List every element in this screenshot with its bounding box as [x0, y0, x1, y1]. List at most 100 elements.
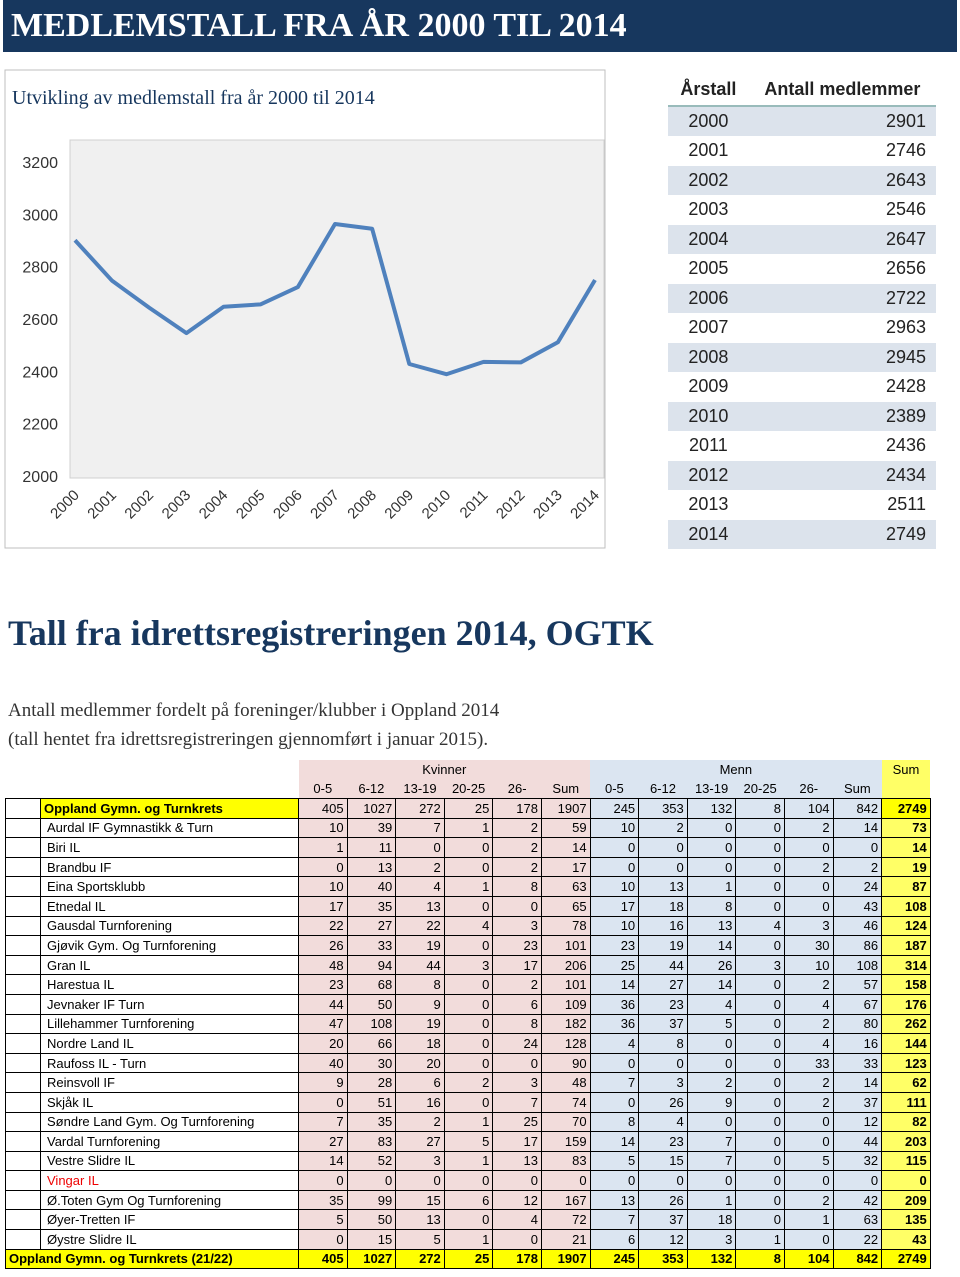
total-cell: 405	[298, 1248, 348, 1270]
count-cell: 37	[638, 1209, 688, 1231]
column-header: 0-5	[298, 779, 348, 799]
count-cell: 10	[589, 915, 640, 937]
count-cell: 0	[298, 1091, 348, 1113]
column-header: Sum	[541, 779, 591, 799]
count-cell: 70	[540, 1111, 591, 1133]
count-cell: 0	[735, 856, 785, 878]
count-cell: 0	[832, 1170, 883, 1191]
count-cell: 0	[783, 1111, 834, 1133]
table-row: 2010 2389	[668, 401, 936, 431]
count-cell: 3	[443, 954, 494, 976]
line	[73, 222, 597, 377]
count-cell: 3	[492, 1072, 542, 1093]
count-cell: 108	[881, 895, 931, 917]
count-cell: 30	[346, 1052, 397, 1074]
count-cell: 16	[638, 915, 688, 937]
y-tick-label: 2600	[22, 312, 58, 329]
table-row: 2011 2436	[668, 431, 936, 461]
plot-area	[69, 139, 605, 479]
table-row: Søndre Land Gym. Og Turnforening 7 35 2 1 25 7…	[5, 1111, 931, 1133]
table-row: Lillehammer Turnforening 47 108 19 0 8 182 36 37…	[5, 1013, 931, 1035]
indent	[5, 1111, 41, 1133]
count-cell: 0	[492, 1052, 542, 1074]
group-header: Kvinner	[298, 760, 591, 779]
value-cell: 2945	[748, 342, 936, 372]
count-cell: 9	[298, 1072, 348, 1093]
count-cell: 123	[881, 1052, 931, 1074]
count-cell: 48	[298, 954, 348, 976]
column-header: 20-25	[735, 779, 785, 799]
count-cell: 2	[492, 974, 542, 995]
count-cell: 0	[492, 1170, 542, 1191]
count-cell: 17	[492, 1131, 542, 1152]
count-cell: 2	[783, 1189, 834, 1211]
count-cell: 0	[492, 895, 542, 917]
count-cell: 2	[783, 1072, 834, 1093]
column-header: 13-19	[395, 779, 445, 799]
count-cell: 0	[638, 1052, 688, 1074]
count-cell: 0	[443, 1091, 494, 1113]
count-cell: 8	[735, 798, 785, 819]
count-cell: 0	[443, 1209, 494, 1231]
total-cell: 25	[443, 1248, 494, 1270]
count-cell: 5	[443, 1131, 494, 1152]
count-cell: 51	[346, 1091, 397, 1113]
count-cell: 27	[298, 1131, 348, 1152]
section-text: Antall medlemmer fordelt på foreninger/k…	[8, 700, 500, 721]
count-cell: 1	[443, 876, 494, 897]
count-cell: 132	[686, 798, 737, 819]
count-cell: 1	[783, 1209, 834, 1231]
count-cell: 115	[881, 1150, 931, 1172]
club-name: Ø.Toten Gym Og Turnforening	[40, 1189, 299, 1211]
indent	[5, 935, 41, 956]
year-cell: 2013	[688, 494, 729, 515]
count-cell: 104	[783, 798, 834, 819]
count-cell: 10	[298, 817, 348, 839]
count-cell: 0	[492, 1229, 542, 1250]
count-cell: 0	[638, 856, 688, 878]
club-name: Harestua IL	[40, 974, 299, 995]
indent	[5, 1013, 41, 1035]
indent	[5, 1052, 41, 1074]
indent	[5, 1189, 41, 1211]
count-cell: 40	[346, 876, 397, 897]
count-cell: 57	[832, 974, 883, 995]
count-cell: 26	[638, 1091, 688, 1113]
count-cell: 3	[735, 954, 785, 976]
count-cell: 0	[443, 856, 494, 878]
count-cell: 17	[298, 895, 348, 917]
value-cell: 2647	[748, 224, 936, 254]
count-cell: 39	[346, 817, 397, 839]
count-cell: 0	[395, 837, 445, 858]
count-cell: 2	[832, 856, 883, 878]
club-name: Raufoss IL - Turn	[40, 1052, 299, 1074]
count-cell: 42	[832, 1189, 883, 1211]
count-cell: 0	[686, 1111, 737, 1133]
count-cell: 14	[686, 935, 737, 956]
club-name: Vingar IL	[40, 1170, 299, 1191]
count-cell: 26	[686, 954, 737, 976]
club-name: Biri IL	[40, 837, 299, 858]
total-cell: 272	[395, 1248, 445, 1270]
count-cell: 72	[540, 1209, 591, 1231]
table-row: 2013 2511	[668, 490, 936, 520]
count-cell: 4	[735, 915, 785, 937]
count-cell: 0	[735, 876, 785, 897]
count-cell: 12	[638, 1229, 688, 1250]
total-cell: 842	[832, 1248, 883, 1270]
count-cell: 24	[832, 876, 883, 897]
indent	[5, 1131, 41, 1152]
count-cell: 87	[881, 876, 931, 897]
column-header: Antall medlemmer	[748, 75, 936, 107]
count-cell: 80	[832, 1013, 883, 1035]
count-cell: 7	[298, 1111, 348, 1133]
count-cell: 50	[346, 993, 397, 1015]
column-header: 6-12	[347, 779, 396, 799]
indent	[5, 837, 41, 858]
count-cell: 8	[395, 974, 445, 995]
count-cell: 0	[589, 856, 640, 878]
count-cell: 23	[492, 935, 542, 956]
column-header: 0-5	[590, 779, 639, 799]
count-cell: 0	[443, 993, 494, 1015]
total-cell: 104	[783, 1248, 834, 1270]
